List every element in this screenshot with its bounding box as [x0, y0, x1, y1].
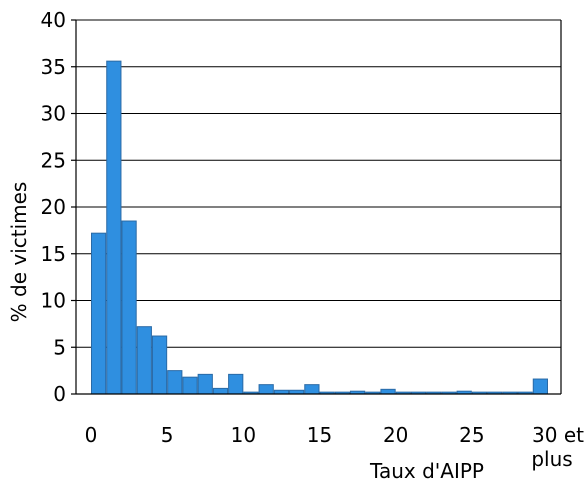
x-tick-label-25: 25	[459, 423, 484, 447]
bars	[91, 60, 548, 395]
bar-4	[136, 326, 152, 395]
y-tick-label-35: 35	[41, 55, 66, 79]
bar-7	[182, 376, 198, 395]
gridlines	[76, 19, 561, 348]
y-tick-label-15: 15	[41, 242, 66, 266]
bar-6	[167, 370, 183, 395]
x-axis-title: Taux d'AIPP	[369, 459, 484, 483]
x-tick-label-10: 10	[231, 423, 256, 447]
bar-20	[380, 388, 396, 395]
x-tick-labels: 0 5 10 15 20 25 30 et plus	[85, 423, 585, 471]
bar-1	[91, 232, 107, 395]
axes	[71, 19, 562, 395]
bar-2	[106, 60, 122, 395]
y-tick-label-0: 0	[53, 382, 66, 406]
bar-10	[228, 373, 244, 395]
y-tick-label-30: 30	[41, 102, 66, 126]
y-tick-labels: 0 5 10 15 20 25 30 35 40	[41, 8, 66, 406]
x-tick-label-20: 20	[383, 423, 408, 447]
x-tick-label-30: 30 et plus	[531, 423, 584, 471]
bar-9	[212, 387, 229, 395]
bar-8	[197, 373, 213, 395]
bar-5	[151, 335, 168, 395]
y-tick-label-40: 40	[41, 8, 66, 32]
bar-12	[258, 384, 274, 395]
y-axis-title: % de victimes	[7, 182, 31, 323]
y-tick-label-25: 25	[41, 148, 66, 172]
y-tick-label-10: 10	[41, 289, 66, 313]
y-tick-label-20: 20	[41, 195, 66, 219]
bar-3	[121, 220, 137, 395]
bar-15	[304, 384, 320, 395]
bar-30-et-plus	[532, 378, 548, 395]
x-tick-label-0: 0	[85, 423, 98, 447]
y-tick-label-5: 5	[53, 335, 66, 359]
x-tick-label-5: 5	[161, 423, 174, 447]
x-tick-label-15: 15	[307, 423, 332, 447]
